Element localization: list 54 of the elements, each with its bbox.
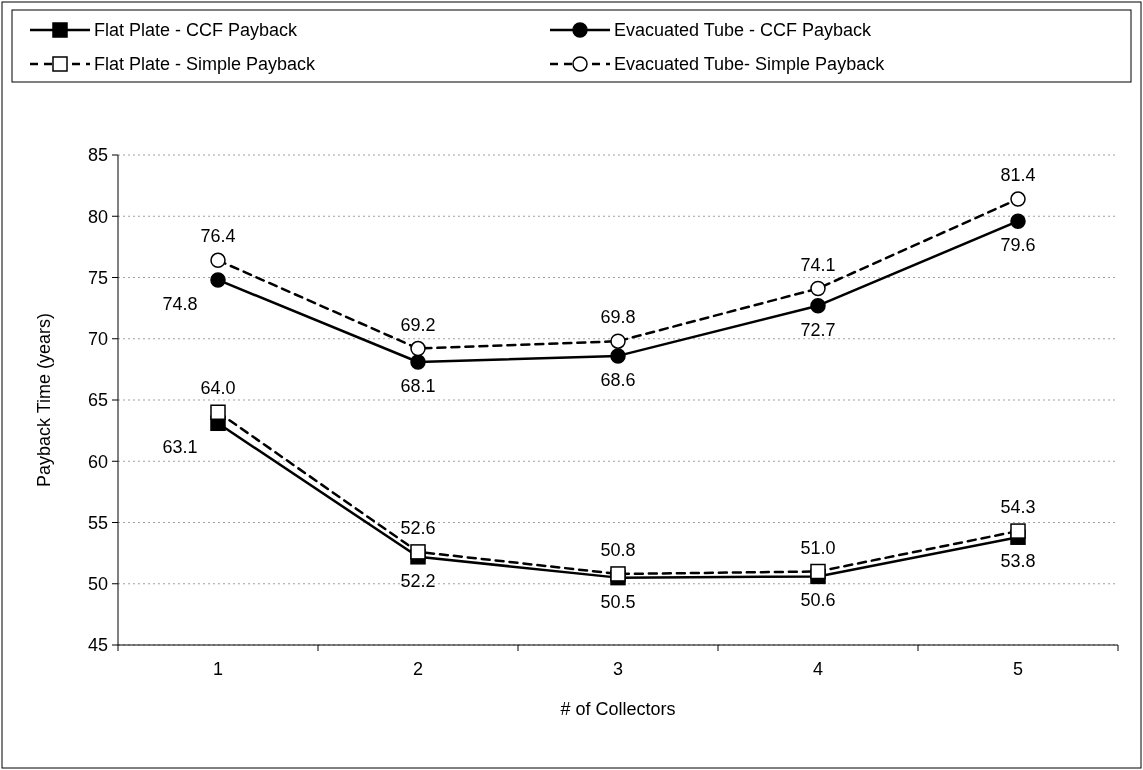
data-label: 74.8 <box>162 293 198 314</box>
point <box>210 252 226 269</box>
point <box>810 280 826 297</box>
y-tick-label: 85 <box>87 145 108 166</box>
point <box>610 566 626 582</box>
data-label: 50.6 <box>800 590 836 611</box>
legend-label: Flat Plate - Simple Payback <box>94 54 317 75</box>
y-tick-label: 60 <box>87 451 108 472</box>
point <box>810 563 826 580</box>
x-tick-label: 1 <box>212 659 224 679</box>
legend-label: Flat Plate - CCF Payback <box>94 20 299 41</box>
data-label: 50.5 <box>600 591 636 612</box>
y-tick-label: 70 <box>87 329 108 350</box>
y-tick-label: 75 <box>87 267 108 288</box>
y-tick-label: 65 <box>87 390 108 411</box>
data-label: 69.2 <box>400 314 436 335</box>
point <box>1010 191 1026 207</box>
data-label: 79.6 <box>1000 235 1036 256</box>
data-label: 69.8 <box>600 307 636 328</box>
data-label: 68.1 <box>400 376 436 397</box>
data-label: 81.4 <box>1000 165 1036 186</box>
legend-label: Evacuated Tube- Simple Payback <box>614 54 886 75</box>
x-tick-label: 2 <box>412 659 424 679</box>
point <box>410 354 426 370</box>
data-label: 52.2 <box>400 570 436 591</box>
point <box>1010 213 1026 229</box>
data-label: 54.3 <box>1000 497 1036 518</box>
x-tick-label: 5 <box>1012 659 1024 679</box>
point <box>610 348 626 364</box>
point <box>210 272 226 288</box>
y-tick-label: 55 <box>87 512 108 533</box>
legend-label: Evacuated Tube - CCF Payback <box>614 20 873 41</box>
point <box>410 544 426 560</box>
x-axis-title: # of Collectors <box>560 699 676 719</box>
data-label: 64.0 <box>200 378 236 399</box>
data-label: 74.1 <box>800 254 836 275</box>
point <box>810 297 826 314</box>
data-label: 51.0 <box>800 537 836 558</box>
data-label: 72.7 <box>800 319 836 340</box>
point <box>610 333 626 349</box>
data-label: 53.8 <box>1000 551 1036 572</box>
y-axis-title: Payback Time (years) <box>34 312 54 488</box>
y-tick-label: 80 <box>87 206 108 227</box>
data-label: 63.1 <box>162 437 198 458</box>
data-label: 52.6 <box>400 517 436 538</box>
x-tick-label: 4 <box>812 659 824 679</box>
data-label: 76.4 <box>200 226 236 247</box>
y-tick-label: 50 <box>87 574 108 595</box>
x-tick-label: 3 <box>612 659 624 679</box>
data-label: 68.6 <box>600 369 636 390</box>
point <box>1010 523 1026 539</box>
point <box>210 404 226 420</box>
data-label: 50.8 <box>600 539 636 560</box>
y-tick-label: 45 <box>87 635 108 656</box>
